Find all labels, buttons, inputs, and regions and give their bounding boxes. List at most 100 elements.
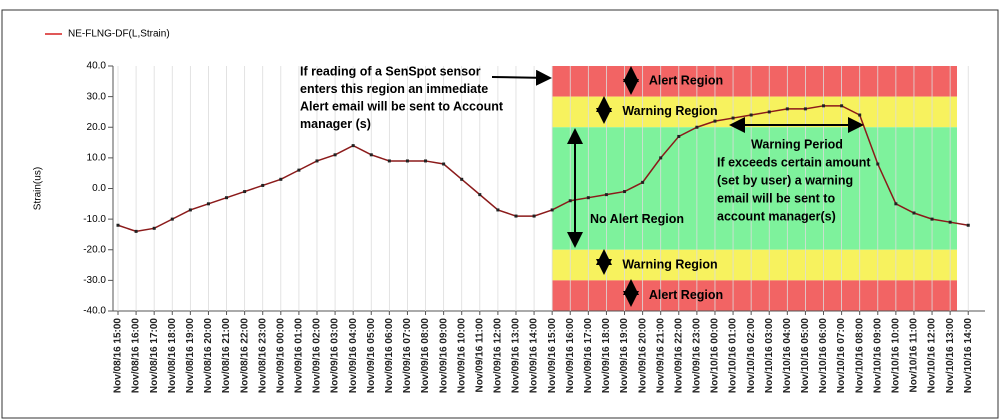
x-tick-label: Nov/09/16 00:00 xyxy=(275,318,286,393)
data-point xyxy=(677,134,681,138)
x-tick-label: Nov/10/16 11:00 xyxy=(909,318,920,393)
legend-label: NE-FLNG-DF(L,Strain) xyxy=(68,29,170,40)
x-tick-label: Nov/09/16 15:00 xyxy=(547,318,558,393)
x-tick-label: Nov/08/16 16:00 xyxy=(131,318,142,393)
data-point xyxy=(387,159,391,163)
data-point xyxy=(351,144,355,148)
region-label: Alert Region xyxy=(649,74,723,88)
y-tick-label: -20.0 xyxy=(83,244,106,255)
data-point xyxy=(695,125,699,129)
annotation-text: manager (s) xyxy=(300,117,371,131)
x-tick-label: Nov/09/16 16:00 xyxy=(565,318,576,393)
data-point xyxy=(478,193,482,197)
data-point xyxy=(713,119,717,123)
x-tick-label: Nov/10/16 04:00 xyxy=(782,318,793,393)
data-point xyxy=(496,208,500,212)
region-label: No Alert Region xyxy=(590,212,684,226)
data-point xyxy=(152,226,156,230)
annotation-text: (set by user) a warning xyxy=(717,173,853,187)
x-tick-label: Nov/09/16 06:00 xyxy=(384,318,395,393)
y-tick-label: 10.0 xyxy=(87,153,107,164)
x-tick-label: Nov/10/16 03:00 xyxy=(764,318,775,393)
x-tick-label: Nov/09/16 01:00 xyxy=(294,318,305,393)
x-tick-label: Nov/08/16 18:00 xyxy=(167,318,178,393)
data-point xyxy=(586,196,590,200)
data-point xyxy=(170,217,174,221)
data-point xyxy=(369,153,373,157)
x-tick-label: Nov/10/16 01:00 xyxy=(728,318,739,393)
data-point xyxy=(424,159,428,163)
x-tick-label: Nov/09/16 22:00 xyxy=(673,318,684,393)
y-axis-label: Strain(us) xyxy=(33,167,44,210)
data-point xyxy=(188,208,192,212)
region-label: Warning Region xyxy=(622,104,717,118)
x-tick-label: Nov/08/16 23:00 xyxy=(257,318,268,393)
data-point xyxy=(279,177,283,181)
x-tick-label: Nov/09/16 18:00 xyxy=(601,318,612,393)
y-tick-label: 0.0 xyxy=(92,183,106,194)
data-point xyxy=(442,162,446,166)
data-point xyxy=(243,190,247,194)
x-tick-label: Nov/10/16 09:00 xyxy=(872,318,883,393)
data-point xyxy=(333,153,337,157)
data-point xyxy=(623,190,627,194)
data-point xyxy=(604,193,608,197)
x-tick-label: Nov/09/16 12:00 xyxy=(493,318,504,393)
x-tick-label: Nov/09/16 13:00 xyxy=(511,318,522,393)
x-tick-label: Nov/08/16 22:00 xyxy=(239,318,250,393)
annotation-text: Warning Period xyxy=(751,137,843,151)
x-tick-label: Nov/09/16 09:00 xyxy=(438,318,449,393)
data-point xyxy=(749,113,753,117)
data-point xyxy=(858,113,862,117)
x-tick-label: Nov/10/16 08:00 xyxy=(854,318,865,393)
region-band xyxy=(552,249,957,281)
data-point xyxy=(405,159,409,163)
x-tick-label: Nov/08/16 19:00 xyxy=(185,318,196,393)
y-tick-label: 20.0 xyxy=(87,122,107,133)
data-point xyxy=(568,199,572,203)
x-tick-label: Nov/10/16 05:00 xyxy=(800,318,811,393)
x-tick-label: Nov/09/16 02:00 xyxy=(312,318,323,393)
region-band xyxy=(552,66,957,97)
x-tick-label: Nov/10/16 12:00 xyxy=(927,318,938,393)
data-point xyxy=(225,196,229,200)
annotation-text: Alert email will be sent to Account xyxy=(300,99,504,113)
data-point xyxy=(840,104,844,108)
x-tick-label: Nov/08/16 15:00 xyxy=(113,318,124,393)
data-point xyxy=(532,214,536,218)
x-tick-label: Nov/09/16 04:00 xyxy=(348,318,359,393)
data-point xyxy=(116,223,120,227)
data-point xyxy=(315,159,319,163)
annotation-text: enters this region an immediate xyxy=(300,82,488,96)
x-tick-label: Nov/09/16 10:00 xyxy=(456,318,467,393)
y-tick-label: 30.0 xyxy=(87,91,107,102)
x-tick-label: Nov/09/16 21:00 xyxy=(655,318,666,393)
x-tick-label: Nov/10/16 14:00 xyxy=(963,318,974,393)
y-tick-label: -40.0 xyxy=(83,306,106,317)
x-tick-label: Nov/08/16 17:00 xyxy=(149,318,160,393)
x-tick-label: Nov/08/16 20:00 xyxy=(203,318,214,393)
x-tick-label: Nov/09/16 17:00 xyxy=(583,318,594,393)
x-tick-label: Nov/08/16 21:00 xyxy=(221,318,232,393)
data-point xyxy=(785,107,789,111)
annotation-text: email will be sent to xyxy=(717,191,835,205)
x-tick-label: Nov/09/16 14:00 xyxy=(529,318,540,393)
x-tick-label: Nov/10/16 00:00 xyxy=(710,318,721,393)
data-point xyxy=(767,110,771,114)
x-tick-label: Nov/10/16 10:00 xyxy=(891,318,902,393)
y-tick-label: -10.0 xyxy=(83,214,106,225)
x-tick-label: Nov/10/16 02:00 xyxy=(746,318,757,393)
y-tick-label: -30.0 xyxy=(83,275,106,286)
annotation-text: If reading of a SenSpot sensor xyxy=(300,64,481,78)
data-point xyxy=(876,162,880,166)
region-label: Warning Region xyxy=(622,257,717,271)
data-point xyxy=(912,211,916,215)
x-tick-label: Nov/10/16 06:00 xyxy=(818,318,829,393)
data-point xyxy=(930,217,934,221)
data-point xyxy=(641,180,645,184)
data-point xyxy=(966,223,970,227)
x-tick-label: Nov/09/16 08:00 xyxy=(420,318,431,393)
data-point xyxy=(731,116,735,120)
annotation-text: If exceeds certain amount xyxy=(717,155,871,169)
